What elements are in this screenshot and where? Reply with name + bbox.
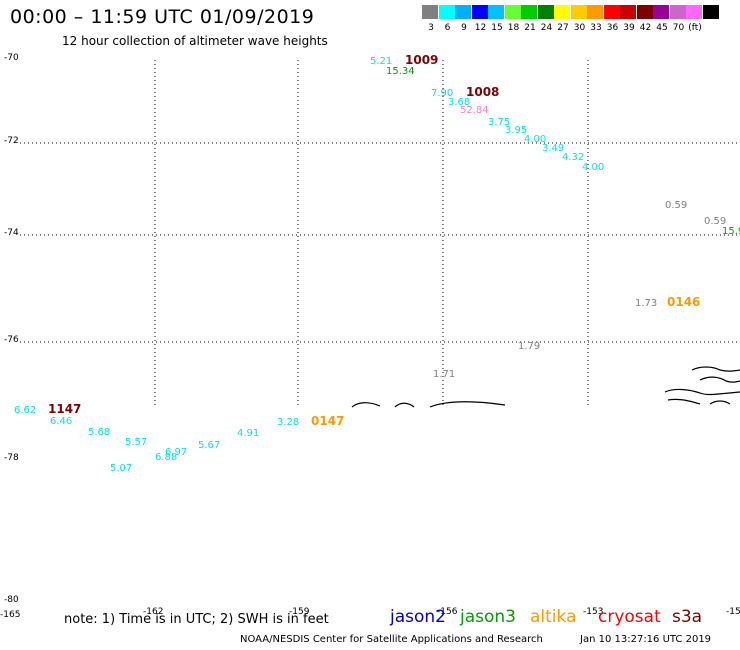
scale-label: 12	[474, 23, 487, 33]
scale-label: 30	[573, 23, 586, 33]
scale-swatch	[554, 5, 570, 19]
latitude-label: -76	[4, 335, 19, 345]
latitude-label: -70	[4, 53, 19, 63]
longitude-label: -165	[0, 610, 20, 620]
scale-label: 36	[606, 23, 619, 33]
wave-height-label: 15.9	[722, 226, 740, 237]
footer-note: note: 1) Time is in UTC; 2) SWH is in fe…	[64, 612, 329, 627]
graticule	[20, 60, 740, 408]
longitude-label: -159	[289, 607, 310, 617]
scale-label: 6	[444, 23, 451, 33]
latitude-label: -78	[4, 453, 19, 463]
wave-height-label: 5.07	[110, 463, 132, 474]
wave-height-label: 5.21	[370, 56, 392, 67]
legend-cryosat: cryosat	[598, 607, 661, 627]
scale-swatch	[620, 5, 636, 19]
latitude-label: -74	[4, 228, 19, 238]
scale-label: 15	[491, 23, 503, 33]
legend-jason2: jason2	[390, 607, 446, 627]
wave-height-label: 3.68	[448, 97, 470, 108]
longitude-label: -156	[437, 607, 458, 617]
longitude-labels: -165 -162 -159 -156 -153 -150	[0, 607, 740, 620]
scale-swatch	[438, 5, 455, 19]
scale-swatch	[669, 5, 686, 19]
scale-swatch	[488, 5, 504, 19]
wave-height-label: 3.28	[277, 417, 299, 428]
wave-height-label: 1009	[405, 53, 438, 67]
wave-height-label: 4.32	[562, 152, 584, 163]
altimeter-points: 5.2115.3410097.903.68100852.843.753.954.…	[14, 53, 740, 474]
generated-timestamp: Jan 10 13:27:16 UTC 2019	[580, 634, 712, 645]
wave-height-label: 0.59	[704, 216, 726, 227]
wave-height-label: 4.00	[524, 134, 546, 145]
scale-swatch	[603, 5, 620, 19]
scale-label: 24	[540, 23, 553, 33]
wave-height-label: 5.57	[125, 437, 147, 448]
latitude-label: -80	[4, 595, 19, 605]
wave-height-label: 4.00	[582, 162, 604, 173]
wave-height-label: 5.67	[198, 440, 220, 451]
scale-swatch	[471, 5, 488, 19]
scale-label: 70	[672, 23, 685, 33]
scale-swatch	[686, 5, 702, 19]
scale-swatch	[653, 5, 669, 19]
scale-label: 18	[507, 23, 520, 33]
scale-label: (ft)	[688, 23, 702, 33]
latitude-labels: -70 -72 -74 -76 -78 -80	[4, 53, 19, 605]
longitude-label: -150	[726, 607, 740, 617]
wave-height-label: 6.62	[14, 405, 36, 416]
wave-height-label: 5.68	[88, 427, 110, 438]
wave-height-label: 0.59	[665, 200, 687, 211]
scale-swatch	[570, 5, 587, 19]
wave-height-label: 1008	[466, 85, 499, 99]
wave-height-label: 3.49	[542, 143, 564, 154]
scale-label: 33	[590, 23, 602, 33]
wave-height-label: 1.71	[433, 369, 455, 380]
wave-height-label: 4.91	[237, 428, 259, 439]
scale-swatch	[537, 5, 554, 19]
credit-text: NOAA/NESDIS Center for Satellite Applica…	[240, 634, 543, 645]
legend-jason3: jason3	[460, 607, 516, 627]
wave-height-label: 3.75	[488, 117, 510, 128]
wave-height-label: 6.46	[50, 416, 72, 427]
scale-swatch	[636, 5, 653, 19]
wave-height-label: 7.90	[431, 88, 453, 99]
wave-height-label: 1147	[48, 402, 81, 416]
scale-swatch	[521, 5, 537, 19]
scale-swatch	[455, 5, 471, 19]
wave-height-label: 3.95	[505, 125, 527, 136]
wave-height-label: 52.84	[460, 105, 489, 116]
scale-label: 45	[656, 23, 668, 33]
page-subtitle: 12 hour collection of altimeter wave hei…	[62, 34, 328, 48]
scale-label: 21	[524, 23, 536, 33]
scale-swatch	[504, 5, 521, 19]
coastline	[351, 366, 740, 408]
scale-label: 9	[461, 23, 467, 33]
wave-height-label: 1.79	[518, 341, 540, 352]
wave-height-label: 6.88	[155, 452, 177, 463]
scale-label: 27	[557, 23, 569, 33]
scale-swatch	[587, 5, 603, 19]
latitude-label: -72	[4, 136, 19, 146]
scale-label: 3	[428, 23, 434, 33]
wave-height-label: 0146	[667, 295, 700, 309]
longitude-label: -162	[143, 607, 163, 617]
scale-swatch	[702, 5, 719, 19]
wave-height-label: 1.73	[635, 298, 657, 309]
scale-label: 42	[639, 23, 652, 33]
legend-s3a: s3a	[672, 607, 703, 627]
wave-height-label: 6.97	[165, 447, 187, 458]
scale-swatch	[422, 5, 438, 19]
scale-label: 39	[623, 23, 635, 33]
legend-altika: altika	[530, 607, 577, 627]
wave-height-label: 0147	[311, 414, 344, 428]
wave-height-label: 15.34	[386, 66, 415, 77]
page-title: 00:00 – 11:59 UTC 01/09/2019	[10, 6, 315, 28]
longitude-label: -153	[583, 607, 603, 617]
